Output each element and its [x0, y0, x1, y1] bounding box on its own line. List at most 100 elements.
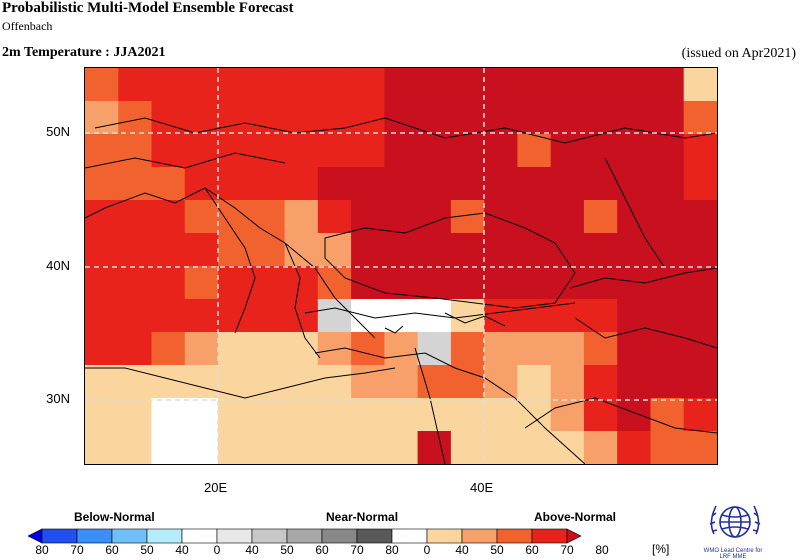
map-cell [550, 266, 585, 300]
map-cell [517, 431, 552, 464]
map-cell [583, 365, 618, 399]
lat-label-40n: 40N [46, 258, 70, 273]
colorbar-segment [286, 528, 323, 544]
map-cell [384, 365, 419, 399]
colorbar-tick-label: 50 [280, 543, 294, 557]
map-cell [151, 431, 186, 464]
variable-season: 2m Temperature : JJA2021 [2, 45, 166, 60]
map-cell [151, 299, 186, 333]
map-cell [450, 431, 485, 464]
map-cell [650, 299, 685, 333]
above-normal-label: Above-Normal [534, 510, 617, 524]
map-boundary-line [324, 212, 576, 309]
map-cell [351, 431, 385, 464]
map-cell [284, 398, 319, 432]
near-normal-label: Near-Normal [326, 510, 399, 524]
map-cell [484, 365, 519, 399]
map-cell [251, 101, 286, 135]
map-cell [583, 332, 618, 366]
map-cell [450, 299, 485, 333]
map-cell [351, 167, 385, 201]
map-cell [184, 68, 219, 102]
map-boundary-line [384, 325, 404, 334]
map-cell [417, 101, 452, 135]
map-cell [417, 398, 452, 432]
map-cell [317, 365, 352, 399]
map-boundary-line [304, 302, 576, 319]
map-cell [85, 431, 119, 464]
map-cell [517, 68, 552, 102]
map-cell [417, 200, 452, 234]
colorbar-segment [321, 528, 358, 544]
map-cell [317, 398, 352, 432]
map-cell [450, 233, 485, 267]
map-cell [184, 365, 219, 399]
issued-date: (issued on Apr2021) [681, 46, 796, 61]
colorbar-tick-label: 40 [175, 543, 189, 557]
map-cell [251, 365, 286, 399]
map-cell [517, 101, 552, 135]
map-cell [450, 332, 485, 366]
map-cell [118, 68, 153, 102]
map-cell [583, 398, 618, 432]
map-cell [417, 431, 452, 464]
colorbar-tick-label: 80 [35, 543, 49, 557]
map-cell [484, 431, 519, 464]
map-cell [251, 299, 286, 333]
map-cell [184, 299, 219, 333]
colorbar-segment [391, 528, 428, 544]
map-cell [251, 332, 286, 366]
map-cell [317, 266, 352, 300]
colorbar-segment [356, 528, 393, 544]
map-cell [550, 365, 585, 399]
map-cell [85, 68, 119, 102]
probability-map [84, 67, 718, 465]
lat-label-30n: 30N [46, 391, 70, 406]
map-cell [351, 68, 385, 102]
map-cell [317, 200, 352, 234]
map-cell [218, 299, 252, 333]
map-cell [583, 200, 618, 234]
map-cell [417, 167, 452, 201]
map-cell [151, 398, 186, 432]
map-cell [85, 200, 119, 234]
map-cell [683, 266, 717, 300]
map-cell [683, 167, 717, 201]
colorbar-segment [41, 528, 78, 544]
map-cell [351, 101, 385, 135]
map-cell [517, 200, 552, 234]
map-cell [517, 266, 552, 300]
lon-label-20e: 20E [204, 480, 228, 495]
map-cell [617, 167, 652, 201]
map-cell [384, 332, 419, 366]
map-cell [151, 101, 186, 135]
map-cell [650, 398, 685, 432]
map-cell [550, 68, 585, 102]
map-cell [184, 233, 219, 267]
map-cell [683, 200, 717, 234]
map-cell [251, 134, 286, 168]
colorbar-tick-label: 70 [350, 543, 364, 557]
map-cell [251, 233, 286, 267]
map-cell [184, 200, 219, 234]
map-cell [484, 200, 519, 234]
colorbar-segment [496, 528, 533, 544]
map-cell [118, 299, 153, 333]
map-cell [85, 233, 119, 267]
map-cell [317, 299, 352, 333]
map-cell [484, 332, 519, 366]
map-cell [583, 134, 618, 168]
map-cell [650, 266, 685, 300]
map-cell [450, 398, 485, 432]
map-cell [550, 233, 585, 267]
map-cell [617, 398, 652, 432]
colorbar-tick-label: 70 [70, 543, 84, 557]
map-cell [417, 233, 452, 267]
map-boundary-line [574, 317, 717, 349]
map-cell [218, 233, 252, 267]
map-cell [417, 365, 452, 399]
map-cell [218, 167, 252, 201]
map-cell [550, 200, 585, 234]
map-cell [384, 68, 419, 102]
map-cell [650, 68, 685, 102]
